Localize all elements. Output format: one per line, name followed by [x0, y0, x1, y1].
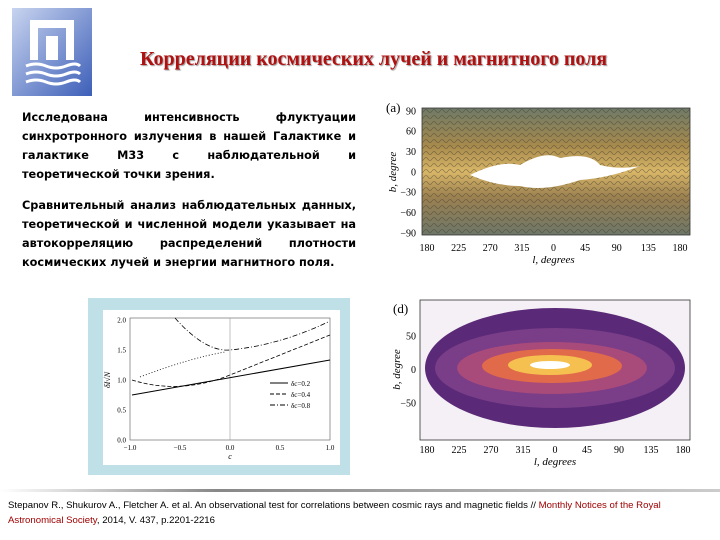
divider	[0, 489, 720, 492]
x-tick-label: 1.0	[326, 444, 335, 452]
x-tick-label: 225	[452, 445, 467, 456]
x-tick-label: 90	[614, 445, 624, 456]
x-tick-label: 180	[420, 445, 435, 456]
x-tick-label: 135	[644, 445, 659, 456]
x-axis-label: l, degrees	[532, 254, 574, 266]
panel-label: (a)	[386, 100, 400, 115]
y-axis-label: b, degree	[391, 349, 403, 390]
y-tick-label: −50	[400, 398, 416, 409]
y-tick-label: 1.5	[117, 346, 126, 354]
x-tick-label: 270	[483, 243, 498, 254]
y-tick-label: 60	[406, 127, 416, 138]
x-tick-label: 315	[516, 445, 531, 456]
x-tick-label: 0.5	[276, 444, 285, 452]
figure-d-map	[419, 299, 691, 441]
reference-journal: Monthly Notices of the Royal Astronomica…	[8, 500, 661, 526]
y-tick-label: 0	[411, 365, 416, 376]
y-axis-label: b, degree	[387, 152, 399, 193]
x-tick-label: 0	[551, 243, 556, 254]
tick-labels: 90 60 30 0 −30 −60 −90 180 225 270 315 0 45 90 135 180 l…	[103, 100, 691, 468]
y-tick-label: 0.0	[117, 436, 126, 444]
legend-label: δc=0.2	[291, 380, 311, 388]
x-tick-label: 0.0	[226, 444, 235, 452]
x-axis-label: l, degrees	[534, 456, 576, 468]
figure-a-map	[421, 107, 691, 236]
paragraph: Исследована интенсивность флуктуации син…	[22, 111, 356, 181]
y-tick-label: 2.0	[117, 316, 126, 324]
panel-label: (d)	[393, 301, 408, 316]
x-tick-label: 180	[676, 445, 691, 456]
x-tick-label: 45	[582, 445, 592, 456]
reference-details: , 2014, V. 437, p.2201-2216	[96, 515, 215, 526]
reference: Stepanov R., Shukurov A., Fletcher A. et…	[8, 498, 708, 528]
x-tick-label: 270	[484, 445, 499, 456]
reference-authors: Stepanov R., Shukurov A., Fletcher A. et…	[8, 500, 539, 511]
x-tick-label: 180	[673, 243, 688, 254]
x-tick-label: 180	[420, 243, 435, 254]
y-tick-label: −90	[400, 228, 416, 239]
y-axis-label: δI√N	[103, 371, 112, 388]
slide-title: Корреляции космических лучей и магнитног…	[140, 48, 608, 70]
y-tick-label: −30	[400, 188, 416, 199]
y-tick-label: 0.5	[117, 406, 126, 414]
y-tick-label: 30	[406, 147, 416, 158]
x-tick-label: 90	[612, 243, 622, 254]
x-tick-label: 315	[514, 243, 529, 254]
x-tick-label: 135	[641, 243, 656, 254]
y-tick-label: 0	[411, 167, 416, 178]
y-tick-label: −60	[400, 208, 416, 219]
paragraph: Сравнительный анализ наблюдательных данн…	[22, 199, 356, 269]
x-tick-label: −0.5	[174, 444, 187, 452]
legend-label: δc=0.8	[291, 402, 311, 410]
y-tick-label: 1.0	[117, 376, 126, 384]
y-tick-label: 50	[406, 331, 416, 342]
x-tick-label: 0	[553, 445, 558, 456]
figure-c-frame	[88, 298, 350, 475]
x-tick-label: 225	[451, 243, 466, 254]
y-tick-label: 90	[406, 106, 416, 117]
x-tick-label: 45	[580, 243, 590, 254]
x-axis-label: c	[228, 452, 232, 461]
logo	[12, 8, 92, 96]
legend-label: δc=0.4	[291, 391, 311, 399]
x-tick-label: −1.0	[124, 444, 137, 452]
